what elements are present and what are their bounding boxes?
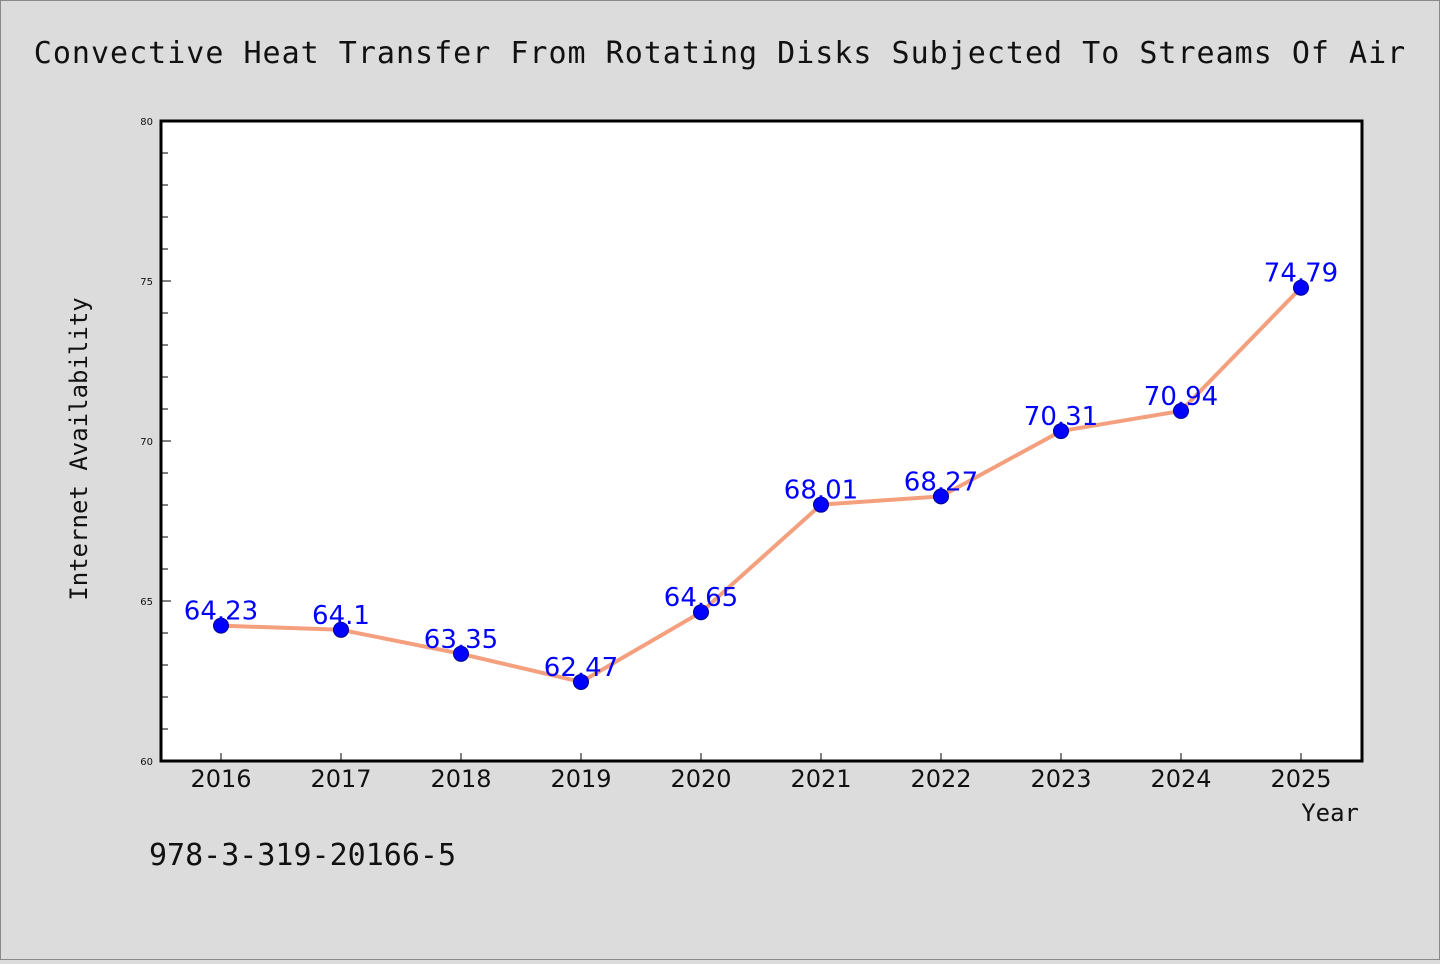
data-point — [213, 617, 229, 634]
plot-area — [159, 119, 1364, 763]
data-label: 74.79 — [1264, 259, 1338, 289]
data-point — [333, 621, 349, 638]
series-line — [219, 285, 1303, 684]
data-point — [1173, 402, 1189, 419]
isbn-text: 978-3-319-20166-5 — [149, 838, 456, 873]
data-label: 64.65 — [664, 583, 738, 613]
x-tick-label: 2018 — [430, 765, 491, 793]
x-axis: 2016 2017 2018 2019 2020 2021 2022 2023 2024 2025 — [190, 753, 1332, 793]
data-label: 68.27 — [904, 467, 978, 497]
data-label: 63.35 — [424, 625, 498, 655]
y-axis: 60 65 70 75 80 — [140, 117, 171, 768]
series-group: 64.23 64.1 63.35 62.47 64.65 68.01 68.27 70.31 7… — [184, 259, 1338, 690]
data-point — [933, 488, 949, 505]
y-tick-label: 70 — [140, 437, 153, 448]
x-tick-label: 2025 — [1270, 765, 1331, 793]
data-point — [453, 645, 469, 662]
data-point — [573, 673, 589, 690]
data-label: 64.1 — [312, 601, 370, 631]
x-tick-label: 2021 — [790, 765, 851, 793]
x-tick-label: 2022 — [910, 765, 971, 793]
x-axis-label: Year — [1301, 799, 1359, 827]
x-tick-label: 2017 — [310, 765, 371, 793]
y-tick-label: 65 — [140, 597, 153, 608]
data-label: 64.23 — [184, 597, 258, 627]
y-tick-label: 60 — [140, 757, 153, 768]
data-label: 68.01 — [784, 476, 858, 506]
data-label: 70.31 — [1024, 402, 1098, 432]
chart-title: Convective Heat Transfer From Rotating D… — [34, 36, 1406, 71]
data-point — [813, 496, 829, 513]
x-tick-label: 2019 — [550, 765, 611, 793]
data-point — [1293, 279, 1309, 296]
x-tick-label: 2016 — [190, 765, 251, 793]
data-point — [1053, 423, 1069, 440]
x-tick-label: 2024 — [1150, 765, 1211, 793]
y-tick-label: 80 — [140, 117, 153, 128]
data-label: 70.94 — [1144, 382, 1218, 412]
y-tick-label: 75 — [140, 277, 153, 288]
data-label: 62.47 — [544, 653, 618, 683]
x-tick-label: 2020 — [670, 765, 731, 793]
data-point — [693, 604, 709, 621]
x-tick-label: 2023 — [1030, 765, 1091, 793]
y-axis-label: Internet Availability — [65, 297, 93, 600]
